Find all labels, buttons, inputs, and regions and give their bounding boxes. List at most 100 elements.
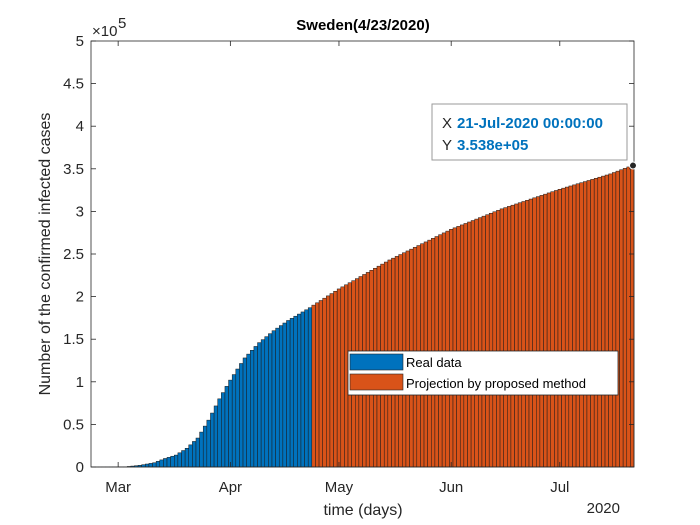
- bar-projection: [496, 210, 501, 468]
- legend-swatch-projection: [349, 373, 404, 391]
- bar-projection: [470, 220, 475, 468]
- bar-projection: [564, 186, 570, 468]
- bar-projection: [326, 295, 331, 468]
- bar-projection: [554, 190, 559, 468]
- bar-real-data: [199, 431, 204, 468]
- bar-real-data: [268, 333, 273, 468]
- bar-projection: [485, 214, 490, 468]
- bar-projection: [604, 174, 609, 468]
- bar-projection: [539, 195, 544, 468]
- bar-real-data: [293, 315, 298, 468]
- bar-real-data: [260, 339, 266, 468]
- bar-projection: [340, 286, 345, 468]
- bar-real-data: [184, 448, 189, 468]
- chart-title: Sweden(4/23/2020): [296, 17, 429, 34]
- x-tick-label: May: [325, 479, 354, 496]
- bar-real-data: [177, 452, 182, 468]
- bar-projection: [459, 224, 465, 468]
- bar-projection: [601, 175, 606, 468]
- bar-real-data: [275, 327, 280, 468]
- bar-projection: [510, 204, 515, 468]
- bar-projection: [575, 183, 580, 468]
- bar-projection: [507, 206, 512, 468]
- bar-real-data: [224, 386, 229, 468]
- bar-real-data: [188, 444, 193, 468]
- bar-projection: [456, 226, 461, 468]
- bar-projection: [572, 184, 577, 468]
- bar-projection: [463, 223, 468, 468]
- bar-projection: [546, 192, 551, 468]
- bar-projection: [329, 293, 334, 468]
- bar-projection: [503, 207, 508, 468]
- bar-real-data: [155, 461, 161, 468]
- y-tick-label: 0.5: [63, 416, 84, 433]
- bar-real-data: [163, 458, 168, 468]
- y-tick-label: 4.5: [63, 76, 84, 93]
- bar-real-data: [307, 307, 313, 468]
- bar-real-data: [221, 392, 226, 468]
- bar-real-data: [257, 342, 262, 468]
- y-tick-label: 2.5: [63, 246, 84, 263]
- bar-real-data: [271, 330, 276, 468]
- bar-projection: [561, 187, 566, 468]
- y-tick-label: 2: [76, 289, 84, 306]
- bar-projection: [579, 182, 584, 468]
- bar-projection: [452, 227, 457, 468]
- y-axis-ticks: 0 0.5 1 1.5 2 2.5 3 3.5 4 4.5 5: [63, 33, 634, 476]
- bar-projection: [333, 290, 338, 468]
- bar-projection: [315, 302, 320, 468]
- y-tick-label: 1: [76, 374, 84, 391]
- bar-projection: [615, 170, 620, 468]
- bar-projection: [630, 165, 635, 468]
- y-axis-exponent-base: ×10: [92, 23, 117, 40]
- datatip-marker: [629, 161, 637, 170]
- bar-projection: [311, 304, 316, 468]
- bar-real-data: [278, 325, 284, 468]
- bar-projection: [449, 229, 454, 468]
- bar-projection: [597, 176, 602, 468]
- bar-projection: [536, 196, 541, 468]
- x-axis-ticks: Mar Apr May Jun Jul: [105, 41, 569, 496]
- bar-real-data: [195, 437, 200, 468]
- bar-projection: [492, 211, 497, 468]
- x-tick-label: Jun: [439, 479, 463, 496]
- bar-real-data: [166, 457, 171, 468]
- bar-real-data: [239, 363, 244, 468]
- y-tick-label: 3: [76, 203, 84, 220]
- bar-projection: [528, 198, 533, 468]
- bar-real-data: [174, 454, 179, 468]
- bar-real-data: [217, 398, 222, 468]
- bar-real-data: [192, 441, 197, 468]
- bar-projection: [525, 200, 530, 468]
- datatip-y-value: 3.538e+05: [457, 137, 528, 154]
- bar-projection: [622, 168, 628, 468]
- bar-projection: [514, 203, 519, 468]
- bar-projection: [593, 178, 599, 468]
- bar-projection: [608, 173, 613, 468]
- bar-real-data: [145, 463, 150, 468]
- bar-real-data: [297, 313, 302, 468]
- bar-projection: [318, 300, 323, 468]
- y-tick-label: 3.5: [63, 161, 84, 178]
- bar-projection: [626, 166, 631, 468]
- bar-real-data: [148, 463, 153, 468]
- bar-projection: [532, 197, 537, 468]
- bar-projection: [619, 169, 624, 468]
- bar-projection: [612, 172, 617, 468]
- bar-real-data: [231, 374, 237, 468]
- y-tick-label: 0: [76, 459, 84, 476]
- bar-projection: [488, 212, 494, 468]
- x-tick-label: Apr: [219, 479, 242, 496]
- y-tick-label: 1.5: [63, 331, 84, 348]
- bar-real-data: [210, 412, 215, 468]
- x-tick-label: Mar: [105, 479, 131, 496]
- bar-projection: [568, 185, 573, 468]
- bar-real-data: [300, 311, 305, 468]
- bar-real-data: [159, 459, 164, 468]
- datatip-x-label: X: [442, 115, 452, 132]
- legend-label-projection: Projection by proposed method: [406, 376, 586, 391]
- x-tick-label: Jul: [550, 479, 569, 496]
- y-axis-label: Number of the confirmed infected cases: [37, 113, 54, 396]
- bar-real-data: [246, 353, 251, 468]
